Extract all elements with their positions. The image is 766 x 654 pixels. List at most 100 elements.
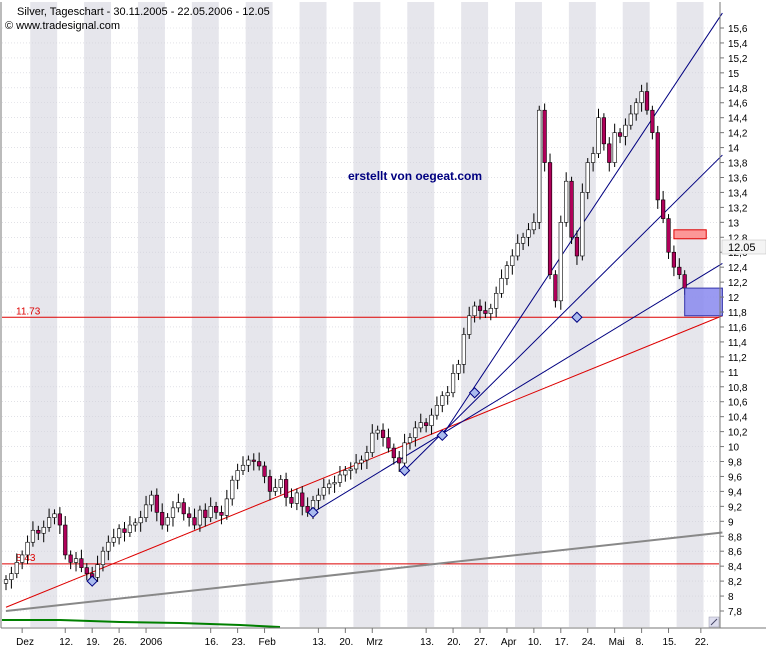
candle-body — [359, 459, 364, 464]
candle-body — [628, 113, 633, 126]
candle-body — [154, 494, 159, 513]
y-tick-label: 13 — [728, 218, 740, 229]
candle-body — [682, 274, 687, 289]
corner-scroll-icon[interactable] — [708, 616, 720, 628]
candle-body — [117, 528, 122, 539]
candle-body — [230, 479, 235, 500]
candle-body — [192, 517, 197, 526]
candle-body — [3, 579, 9, 584]
x-tick-label: 22. — [695, 637, 709, 648]
candle-body — [558, 222, 563, 302]
y-tick-label: 10 — [728, 443, 740, 454]
x-tick-label: 27. — [474, 637, 488, 648]
y-tick-label: 8 — [728, 592, 734, 603]
candle-body — [25, 541, 30, 556]
volume-line — [2, 619, 281, 628]
candle-body — [57, 513, 62, 526]
week-band — [568, 2, 596, 627]
trendline — [5, 531, 723, 612]
y-tick-label: 11 — [728, 368, 739, 379]
candle-body — [607, 143, 612, 163]
candle-body — [612, 132, 617, 163]
x-tick-label: 20. — [339, 637, 353, 648]
candle-body — [386, 437, 391, 449]
x-tick-label: 13. — [312, 637, 326, 648]
candle-body — [542, 109, 547, 163]
y-tick-label: 9,2 — [728, 502, 742, 513]
candle-body — [14, 562, 19, 574]
y-tick-label: 14,8 — [728, 84, 748, 95]
candle-body — [407, 437, 413, 444]
candle-body — [262, 465, 267, 477]
week-bands — [30, 2, 704, 627]
x-tick-label: 12. — [59, 637, 73, 648]
candle-body — [472, 305, 477, 317]
candle-body — [321, 487, 326, 496]
candle-body — [240, 464, 246, 471]
pivot-marker — [86, 575, 98, 587]
candle-body — [531, 222, 536, 231]
y-tick-label: 14,4 — [728, 114, 748, 125]
candle-body — [553, 274, 558, 302]
week-band — [191, 2, 219, 627]
candle-body — [623, 124, 628, 137]
candles — [3, 82, 687, 591]
pivot-marker — [436, 429, 449, 442]
candle-body — [655, 132, 660, 201]
candle-body — [294, 492, 299, 504]
candle-body — [160, 512, 165, 526]
x-tick-label: 19. — [86, 637, 100, 648]
x-tick-label: Apr — [501, 637, 517, 648]
candle-body — [219, 512, 224, 516]
candle-body — [574, 236, 580, 257]
y-tick-label: 9,6 — [728, 472, 742, 483]
y-tick-label: 8,2 — [728, 577, 742, 588]
candle-body — [20, 554, 25, 563]
y-tick-label: 15,4 — [728, 39, 748, 50]
pivot-marker — [571, 311, 583, 323]
y-tick-label: 13,4 — [728, 188, 748, 199]
candle-body — [149, 494, 154, 506]
candle-body — [677, 266, 682, 275]
pivot-marker — [398, 464, 411, 477]
y-tick-label: 9,8 — [728, 458, 742, 469]
candle-body — [370, 432, 375, 453]
candle-body — [477, 305, 483, 311]
candle-body — [251, 459, 256, 462]
x-tick-label: 8. — [636, 637, 644, 648]
candle-body — [235, 470, 240, 481]
candle-body — [197, 509, 203, 526]
candle-body — [434, 405, 440, 416]
y-tick-label: 11,4 — [728, 338, 747, 349]
candle-body — [52, 513, 57, 518]
last-price-box — [721, 239, 766, 255]
x-tick-label: 17. — [555, 637, 569, 648]
week-band — [353, 2, 381, 627]
candle-body — [526, 229, 531, 238]
candle-body — [488, 307, 493, 314]
candle-body — [176, 502, 181, 509]
y-tick-label: 13,6 — [728, 173, 748, 184]
y-tick-label: 15,6 — [728, 24, 748, 35]
candle-body — [41, 526, 46, 534]
y-tick-label: 8,8 — [728, 532, 742, 543]
candle-body — [596, 117, 601, 154]
price-axis: 7,8 8 8,2 8,4 8,6 8,8 9 9,2 9,4 9,6 9,8 10 10,2 10,4 1… — [720, 24, 748, 618]
y-tick-label: 10,4 — [728, 413, 748, 424]
trendline — [5, 315, 723, 608]
candle-body — [424, 422, 429, 426]
candle-body — [644, 91, 650, 111]
pivot-marker — [307, 506, 319, 519]
candle-body — [283, 479, 289, 498]
x-tick-label: 20. — [447, 637, 461, 648]
x-tick-label: Dez — [16, 637, 34, 648]
candle-body — [499, 278, 504, 294]
week-band — [299, 2, 327, 627]
candle-body — [332, 482, 337, 485]
y-tick-label: 14,6 — [728, 99, 748, 110]
y-tick-label: 11,8 — [728, 308, 747, 319]
x-tick-label: 13. — [420, 637, 434, 648]
candle-body — [601, 117, 606, 145]
